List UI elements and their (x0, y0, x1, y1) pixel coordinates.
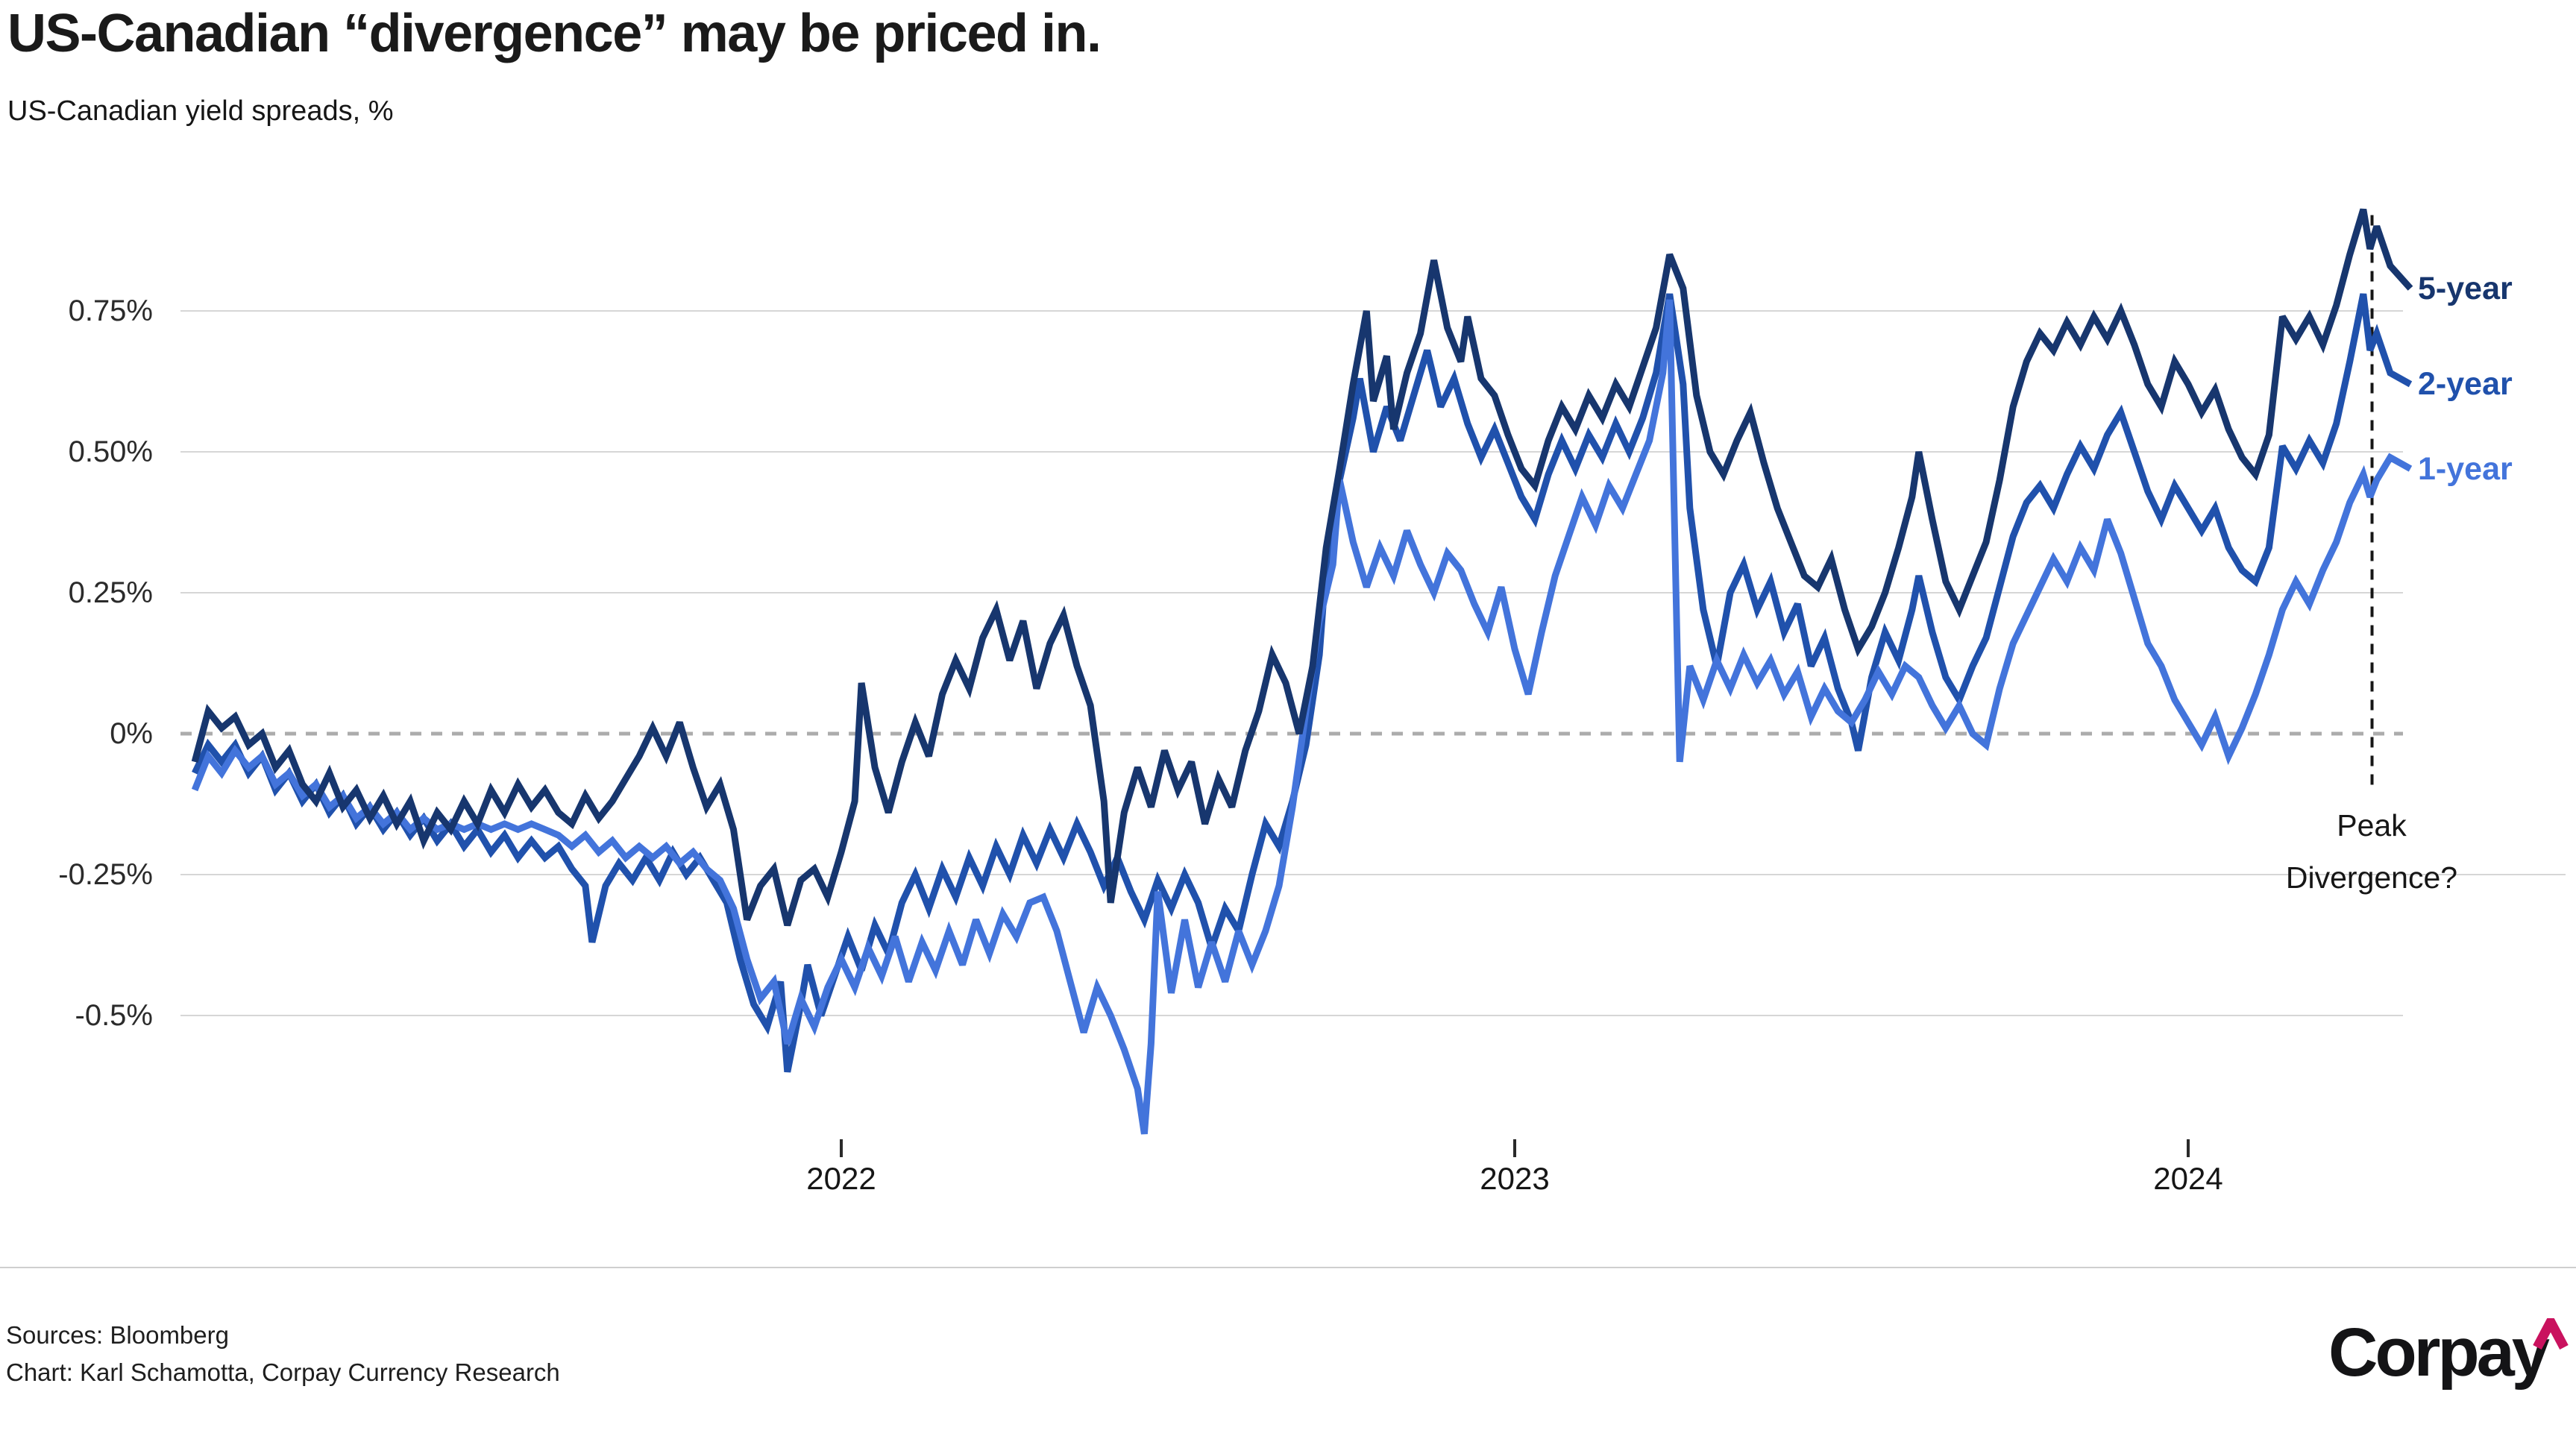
page-subtitle: US-Canadian yield spreads, % (7, 95, 394, 127)
series-line-5-year (191, 208, 2413, 927)
corpay-caret-icon (2533, 1318, 2569, 1350)
series-label-1-year: 1-year (2418, 450, 2513, 487)
y-tick-label: 0% (110, 717, 153, 750)
page-title: US-Canadian “divergence” may be priced i… (7, 4, 1102, 63)
series-line-2-year (192, 293, 2413, 1073)
footer-divider (0, 1267, 2576, 1268)
corpay-logo: Corpay (2328, 1314, 2550, 1392)
series-label-2-year: 2-year (2418, 366, 2513, 403)
annotation-line-1: Peak (2337, 808, 2407, 843)
x-tick-label: 2022 (806, 1161, 876, 1196)
y-tick-label: 0.75% (68, 295, 153, 327)
y-tick-label: -0.5% (75, 999, 154, 1032)
corpay-logo-text: Corpay (2328, 1314, 2550, 1391)
y-tick-label: -0.25% (58, 858, 153, 891)
y-tick-label: 0.25% (68, 576, 153, 609)
peak-divergence-annotation: Peak Divergence? (2208, 799, 2536, 904)
x-tick-label: 2024 (2153, 1161, 2223, 1196)
series-label-5-year: 5-year (2418, 270, 2513, 306)
footer-sources: Sources: Bloomberg (6, 1321, 229, 1349)
y-tick-label: 0.50% (68, 435, 153, 468)
footer-credit: Chart: Karl Schamotta, Corpay Currency R… (6, 1358, 560, 1386)
x-tick-label: 2023 (1480, 1161, 1550, 1196)
annotation-line-2: Divergence? (2285, 860, 2458, 895)
